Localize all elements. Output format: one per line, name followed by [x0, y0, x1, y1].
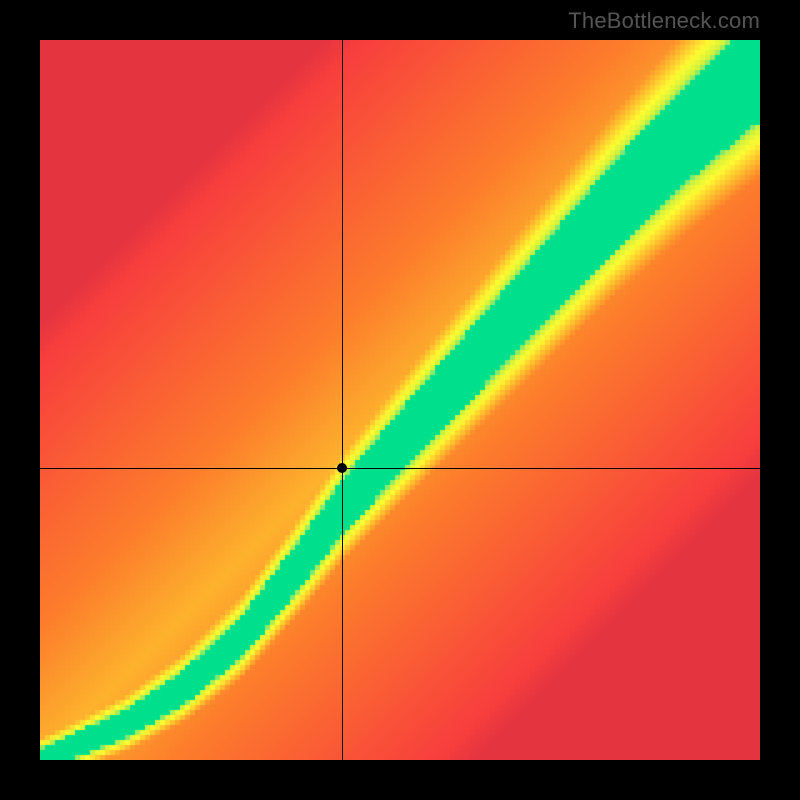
heatmap-canvas [40, 40, 760, 760]
selection-marker [337, 463, 347, 473]
bottleneck-heatmap [40, 40, 760, 760]
page-root: TheBottleneck.com [0, 0, 800, 800]
watermark-text: TheBottleneck.com [568, 8, 760, 34]
crosshair-vertical [342, 40, 343, 760]
crosshair-horizontal [40, 468, 760, 469]
